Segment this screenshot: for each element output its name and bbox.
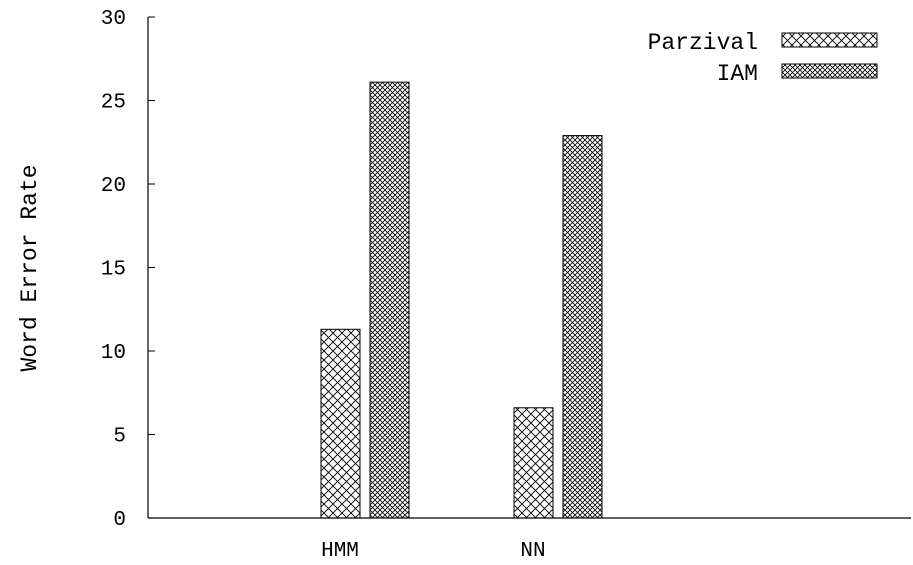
legend-swatch bbox=[781, 32, 878, 48]
y-tick-label: 30 bbox=[101, 8, 126, 31]
legend: Parzival IAM bbox=[648, 30, 878, 87]
bar-iam-hmm bbox=[369, 81, 410, 519]
legend-label: Parzival bbox=[648, 30, 758, 56]
y-tick-label: 25 bbox=[101, 92, 126, 115]
bar-parzival-hmm bbox=[320, 328, 361, 519]
y-tick-label: 5 bbox=[113, 426, 126, 449]
x-axis-labels: HMM NN bbox=[321, 540, 546, 563]
y-axis-ticks: 0 5 10 15 20 25 30 bbox=[101, 8, 155, 532]
y-tick-label: 0 bbox=[113, 509, 126, 532]
bars bbox=[320, 81, 603, 519]
y-tick-label: 20 bbox=[101, 175, 126, 198]
bar-iam-nn bbox=[562, 135, 603, 519]
y-axis-title: Word Error Rate bbox=[17, 164, 43, 371]
legend-swatch bbox=[781, 63, 878, 79]
legend-label: IAM bbox=[717, 61, 758, 87]
x-category-label: HMM bbox=[321, 540, 359, 563]
x-category-label: NN bbox=[520, 540, 545, 563]
y-tick-label: 15 bbox=[101, 259, 126, 282]
bar-parzival-nn bbox=[513, 407, 554, 519]
y-tick-label: 10 bbox=[101, 342, 126, 365]
